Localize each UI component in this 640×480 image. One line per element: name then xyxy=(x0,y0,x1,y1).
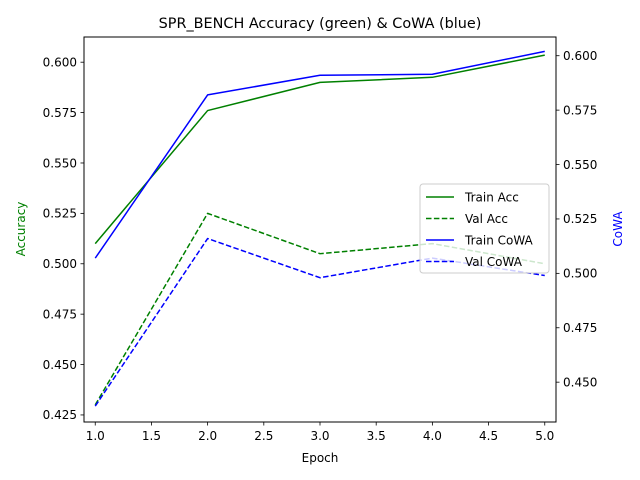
legend-label: Val CoWA xyxy=(465,255,523,269)
legend-entries: Train Acc Val Acc Train CoWA Val CoWA xyxy=(426,190,534,269)
y-right-tick-label: 0.525 xyxy=(563,212,597,226)
y-right-tick-label: 0.575 xyxy=(563,103,597,117)
y-right-tick-label: 0.500 xyxy=(563,267,597,281)
y-left-tick-label: 0.550 xyxy=(43,156,77,170)
y-right-tick-label: 0.600 xyxy=(563,49,597,63)
x-tick-label: 2.5 xyxy=(254,429,273,443)
legend-label: Train CoWA xyxy=(464,233,534,247)
x-tick-label: 3.5 xyxy=(367,429,386,443)
y-left-tick-label: 0.500 xyxy=(43,257,77,271)
y-axis-right: 0.450 0.475 0.500 0.525 0.550 0.575 0.600 xyxy=(556,49,597,389)
series-line-train-acc xyxy=(94,54,545,245)
y-axis-right-label: CoWA xyxy=(611,211,625,247)
y-left-tick-label: 0.600 xyxy=(43,55,77,69)
legend-label: Val Acc xyxy=(465,212,508,226)
x-tick-label: 1.5 xyxy=(142,429,161,443)
y-left-tick-label: 0.525 xyxy=(43,207,77,221)
x-tick-label: 2.0 xyxy=(198,429,217,443)
y-left-tick-label: 0.475 xyxy=(43,307,77,321)
x-axis-label: Epoch xyxy=(302,451,339,465)
y-left-tick-label: 0.450 xyxy=(43,358,77,372)
y-axis-left: 0.425 0.450 0.475 0.500 0.525 0.550 0.575 0.600 xyxy=(43,55,84,422)
y-right-tick-label: 0.450 xyxy=(563,375,597,389)
legend-box xyxy=(419,183,550,274)
legend-label: Train Acc xyxy=(464,190,519,204)
y-axis-left-label: Accuracy xyxy=(14,202,28,257)
x-axis: 1.0 1.5 2.0 2.5 3.0 3.5 4.0 4.5 5.0 xyxy=(86,422,554,443)
series-line-train-cowa xyxy=(94,50,545,259)
x-tick-label: 4.0 xyxy=(423,429,442,443)
x-tick-label: 5.0 xyxy=(535,429,554,443)
x-tick-label: 3.0 xyxy=(310,429,329,443)
legend: Train Acc Val Acc Train CoWA Val CoWA xyxy=(419,183,550,274)
y-left-tick-label: 0.575 xyxy=(43,106,77,120)
series-line-val-cowa xyxy=(94,237,545,407)
x-tick-label: 4.5 xyxy=(479,429,498,443)
y-right-tick-label: 0.550 xyxy=(563,158,597,172)
chart-title: SPR_BENCH Accuracy (green) & CoWA (blue) xyxy=(159,16,482,32)
y-left-tick-label: 0.425 xyxy=(43,408,77,422)
x-tick-label: 1.0 xyxy=(86,429,105,443)
y-right-tick-label: 0.475 xyxy=(563,321,597,335)
